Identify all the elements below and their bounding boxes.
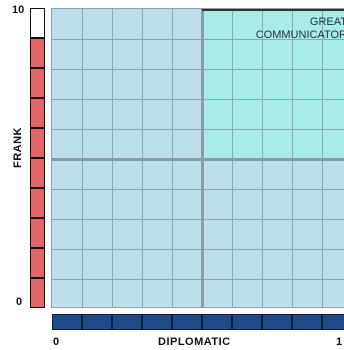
quadrant-label-line1: GREAT [309,16,344,28]
grid-line [52,279,344,280]
frank-segment [30,98,45,128]
diplomatic-segment [322,314,344,330]
diplomatic-segment [52,314,82,330]
grid-line [52,99,344,100]
x-axis-max-label: 1 [336,336,343,348]
diplomatic-segment [82,314,112,330]
quadrant-grid: GREAT COMMUNICATOR [51,8,344,308]
diplomatic-segment [142,314,172,330]
y-axis-title: FRANK [12,127,24,168]
grid-line [52,219,344,220]
frank-segment [30,218,45,248]
diplomatic-segment [232,314,262,330]
grid-line [52,249,344,250]
grid-line [52,189,344,190]
frank-segment-empty [30,8,45,38]
frank-segment [30,38,45,68]
y-axis-max-label: 10 [12,4,25,16]
frank-segment [30,278,45,308]
y-axis-min-label: 0 [16,296,23,308]
frank-segment [30,68,45,98]
x-axis-title: DIPLOMATIC [158,336,231,348]
grid-midline-horizontal [52,158,344,161]
quadrant-label-line2: COMMUNICATOR [255,29,344,41]
diplomatic-segment [262,314,292,330]
quadrant-label: GREAT COMMUNICATOR [256,16,344,42]
diplomatic-segment [202,314,232,330]
grid-line [52,69,344,70]
diplomatic-segment [172,314,202,330]
great-communicator-quadrant [202,9,344,159]
diplomatic-scale-bar [52,314,344,330]
grid-line [52,129,344,130]
quadrant-top-border [202,9,344,11]
diplomatic-segment [292,314,322,330]
diplomatic-segment [112,314,142,330]
frank-scale-bar [30,8,45,308]
frank-segment [30,128,45,158]
frank-segment [30,248,45,278]
grid-line [52,39,344,40]
frank-segment [30,188,45,218]
x-axis-min-label: 0 [53,336,60,348]
frank-segment [30,158,45,188]
